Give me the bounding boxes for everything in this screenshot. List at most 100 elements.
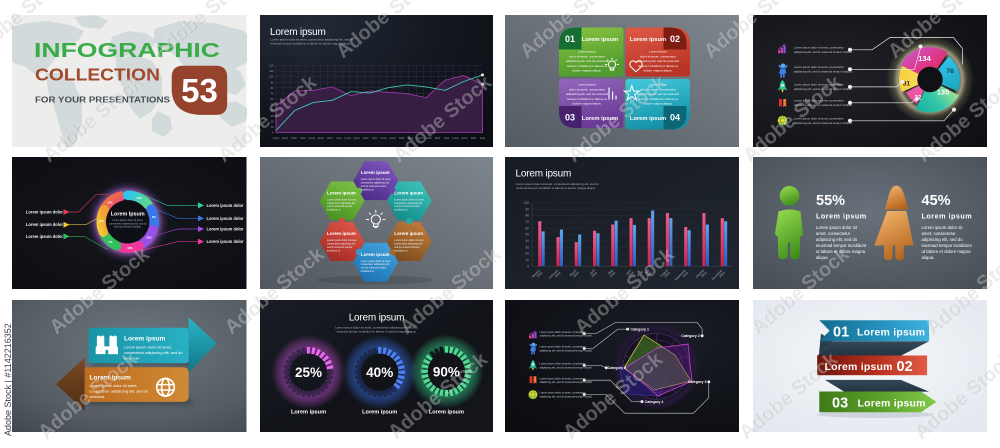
svg-text:45%: 45%: [921, 193, 950, 209]
svg-text:adipiscing elit, sed do eiusmo: adipiscing elit, sed do eiusmod tempor i…: [540, 348, 593, 352]
svg-text:Lorem ipsum: Lorem ipsum: [348, 312, 404, 323]
svg-text:Lorem ipsum dolor sit amet, co: Lorem ipsum dolor sit amet, consectetur: [794, 45, 844, 49]
svg-text:sed do eiusmod tempor: sed do eiusmod tempor: [394, 246, 420, 249]
svg-text:100: 100: [269, 74, 274, 78]
svg-text:adipiscing elit, sed do: adipiscing elit, sed do: [816, 237, 858, 242]
svg-text:Lorem ipsum dolor sit amet, co: Lorem ipsum dolor sit amet, consectetur: [540, 344, 586, 348]
svg-text:135: 135: [936, 87, 949, 96]
svg-text:Lorem ipsum dolor: Lorem ipsum dolor: [207, 227, 244, 232]
svg-text:90: 90: [525, 207, 529, 211]
svg-text:110: 110: [269, 69, 274, 73]
svg-text:Ipsum: Ipsum: [281, 138, 287, 140]
svg-text:incididunt ut.: incididunt ut.: [394, 249, 408, 252]
svg-text:Lorem ipsum dolor: Lorem ipsum dolor: [207, 203, 244, 208]
svg-text:Lorem ipsum: Lorem ipsum: [362, 409, 397, 415]
svg-text:Lorem: Lorem: [452, 137, 459, 140]
svg-text:01: 01: [833, 324, 849, 340]
svg-text:Lorem ipsum dolor sit amet, co: Lorem ipsum dolor sit amet, consectetur: [540, 361, 586, 365]
svg-text:adipiscing elit, sed do eiusmo: adipiscing elit, sed do eiusmod tempor i…: [540, 394, 593, 398]
svg-text:Amet: Amet: [408, 137, 414, 140]
svg-text:2024: 2024: [554, 271, 562, 279]
svg-text:10: 10: [270, 124, 273, 128]
svg-text:Lorem ipsum: Lorem ipsum: [857, 397, 925, 409]
svg-text:consectetur adipiscing elit,: consectetur adipiscing elit,: [360, 263, 389, 266]
svg-text:Lorem ipsum: Lorem ipsum: [578, 49, 596, 53]
svg-text:Lorem ipsum: Lorem ipsum: [360, 170, 389, 175]
svg-text:78: 78: [946, 68, 954, 75]
svg-text:Dolor: Dolor: [327, 137, 333, 140]
svg-text:Amet: Amet: [300, 137, 306, 140]
svg-text:Ipsum: Ipsum: [317, 138, 323, 140]
svg-text:5%: 5%: [152, 215, 156, 219]
svg-text:dolore magna aliqua.: dolore magna aliqua.: [644, 101, 673, 105]
svg-text:50: 50: [525, 233, 529, 237]
svg-text:consectetur adipiscing elit, s: consectetur adipiscing elit, sed do: [109, 222, 147, 225]
svg-text:Ipsum: Ipsum: [353, 138, 359, 140]
svg-text:eiusmod tempor incididunt ut l: eiusmod tempor incididunt ut labore et d…: [516, 186, 596, 190]
svg-text:adipiscing elit, sed do eiusmo: adipiscing elit, sed do eiusmod tempor i…: [794, 69, 853, 73]
svg-text:02: 02: [670, 33, 680, 43]
svg-text:consectetur adipiscing elit,: consectetur adipiscing elit,: [394, 202, 423, 205]
svg-text:Lorem ipsum: Lorem ipsum: [516, 169, 572, 180]
svg-text:2024: 2024: [645, 271, 653, 279]
svg-text:eiusmod tempor incididu.: eiusmod tempor incididu.: [114, 226, 142, 229]
svg-text:2024: 2024: [627, 271, 635, 279]
svg-text:Lorem ipsum: Lorem ipsum: [921, 212, 972, 221]
svg-text:80: 80: [525, 214, 529, 218]
svg-text:sed do eiusmod tempor: sed do eiusmod tempor: [360, 267, 386, 270]
svg-text:Lorem ipsum dolor: Lorem ipsum dolor: [207, 216, 244, 221]
svg-text:Lorem: Lorem: [272, 137, 279, 140]
svg-text:consectetur adipiscing elit,: consectetur adipiscing elit,: [360, 182, 389, 185]
svg-text:incididunt ut.: incididunt ut.: [327, 249, 341, 252]
svg-text:eiusmad tempor incididunt: eiusmad tempor incididunt: [816, 243, 867, 248]
svg-text:Lorem ipsum: Lorem ipsum: [816, 212, 867, 221]
svg-text:Lorem ipsum dolor: Lorem ipsum dolor: [26, 234, 63, 239]
svg-text:adipiscing elit, sed do eiusmo: adipiscing elit, sed do eiusmod tempor i…: [540, 380, 593, 384]
svg-text:14%: 14%: [99, 219, 105, 223]
svg-text:Lorem ipsum dolor sit amet,: Lorem ipsum dolor sit amet,: [394, 198, 424, 201]
svg-text:adipiscing elit, sed do eiusmo: adipiscing elit, sed do eiusmod tempor i…: [794, 49, 853, 53]
svg-text:16%: 16%: [146, 236, 152, 240]
svg-text:ut labore et dolore magna: ut labore et dolore magna: [921, 249, 971, 254]
svg-text:February: February: [548, 268, 560, 280]
svg-text:adipiscing elit, sed do eiusmo: adipiscing elit, sed do eiusmod tempor i…: [540, 333, 593, 337]
svg-text:Lorem: Lorem: [416, 137, 423, 140]
svg-text:consectetur adipiscing elit,: consectetur adipiscing elit,: [327, 243, 356, 246]
svg-text:Ipsum: Ipsum: [461, 138, 467, 140]
svg-text:sed do eiusmod tempor: sed do eiusmod tempor: [394, 205, 420, 208]
svg-text:consectetur adipiscing elit,: consectetur adipiscing elit,: [327, 202, 356, 205]
svg-text:Dolor: Dolor: [470, 137, 476, 140]
svg-text:dolor sit amet, consectetur: dolor sit amet, consectetur: [569, 54, 605, 58]
svg-text:80: 80: [270, 85, 273, 89]
svg-text:Category 3: Category 3: [688, 380, 707, 384]
svg-text:adipiscing elit, sed do eiusmo: adipiscing elit, sed do eiusmod: [566, 59, 608, 63]
svg-text:adipiscing elit, sed do eiusmo: adipiscing elit, sed do eiusmod tempor i…: [794, 86, 853, 90]
svg-text:12%: 12%: [107, 200, 113, 204]
svg-text:Dolor: Dolor: [398, 137, 404, 140]
svg-text:2024: 2024: [700, 271, 708, 279]
svg-text:Lorem ipsum dolor sit amet,: Lorem ipsum dolor sit amet,: [112, 219, 143, 222]
svg-text:Lorem ipsum: Lorem ipsum: [428, 409, 463, 415]
svg-text:2024: 2024: [609, 271, 617, 279]
svg-text:May: May: [607, 268, 614, 275]
svg-text:Lorem ipsum: Lorem ipsum: [824, 360, 892, 372]
svg-text:Category 2: Category 2: [681, 334, 700, 338]
svg-text:amet, consectetur: amet, consectetur: [921, 231, 956, 236]
svg-text:sed do eiusmod tempor: sed do eiusmod tempor: [327, 246, 353, 249]
svg-text:Lorem ipsum: Lorem ipsum: [649, 49, 667, 53]
svg-text:0: 0: [527, 264, 529, 268]
svg-text:consectetur adipiscing elit,: consectetur adipiscing elit,: [394, 243, 423, 246]
svg-text:Lorem ipsum: Lorem ipsum: [90, 374, 132, 381]
svg-text:Lorem Ipsum: Lorem Ipsum: [111, 212, 145, 218]
svg-text:July: July: [644, 268, 651, 275]
svg-text:5%: 5%: [108, 240, 112, 244]
svg-text:aliqua.: aliqua.: [816, 255, 829, 260]
svg-text:30: 30: [525, 245, 529, 249]
svg-text:Lorem ipsum dolor sit amet,: Lorem ipsum dolor sit amet,: [360, 178, 390, 181]
svg-text:30: 30: [270, 113, 273, 117]
svg-text:incididunt ut.: incididunt ut.: [360, 270, 374, 273]
svg-text:Lorem ipsum dolor sit amet,: Lorem ipsum dolor sit amet,: [394, 239, 424, 242]
svg-text:eiusmad tempor incididunt: eiusmad tempor incididunt: [921, 243, 972, 248]
svg-text:Lorem ipsum: Lorem ipsum: [649, 82, 667, 86]
svg-text:adipiscing elit, sed do: adipiscing elit, sed do: [921, 237, 963, 242]
